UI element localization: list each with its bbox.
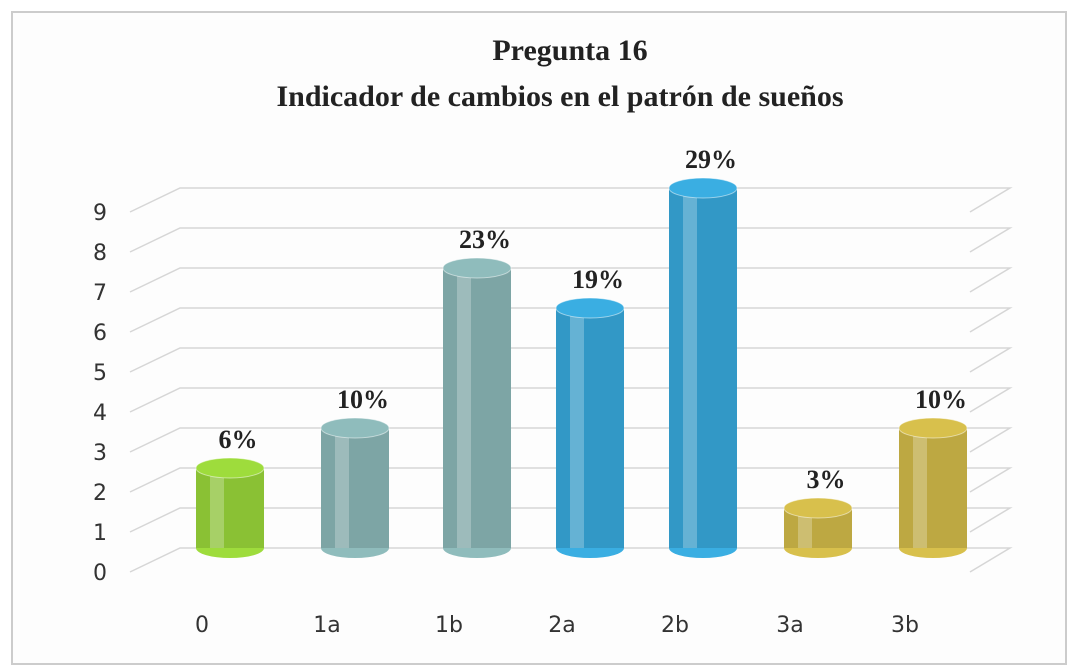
y-tick-label: 6 [93,321,107,346]
y-tick-label: 7 [93,281,107,306]
bar-shade [556,308,624,548]
bar-shade [899,428,967,548]
x-tick-label: 3a [776,613,803,638]
bar-top [783,497,853,519]
chart-frame [11,11,1067,665]
bar-top [555,297,625,319]
y-tick-label: 2 [93,481,107,506]
y-tick-label: 9 [93,201,107,226]
x-tick-label: 3b [891,613,919,638]
bar [321,428,389,548]
bar [669,188,737,548]
bar-top [320,417,390,439]
bar [899,428,967,548]
data-label: 10% [915,385,967,414]
bar-highlight [457,268,471,548]
chart-title: Pregunta 16 [492,34,647,67]
bar-highlight [335,428,349,548]
y-tick-label: 1 [93,521,107,546]
grid-line [129,267,1013,293]
data-label: 19% [572,265,624,294]
y-tick-label: 0 [93,561,107,586]
bar-shade [321,428,389,548]
bar [443,268,511,548]
bar-top [668,177,738,199]
data-label: 3% [807,465,846,494]
bar-highlight [210,468,224,548]
x-tick-label: 0 [195,613,209,638]
data-label: 29% [685,145,737,174]
bar-top [195,457,265,479]
y-tick-label: 3 [93,441,107,466]
bar-shade [443,268,511,548]
bar-highlight [683,188,697,548]
bar [556,308,624,548]
bar-shade [669,188,737,548]
x-tick-label: 2a [548,613,575,638]
x-tick-label: 2b [661,613,689,638]
bar-top [442,257,512,279]
bar-top [898,417,968,439]
grid-line [129,227,1013,253]
x-tick-label: 1b [435,613,463,638]
data-label: 23% [459,225,511,254]
y-tick-label: 5 [93,361,107,386]
x-tick-label: 1a [313,613,340,638]
data-label: 6% [219,425,258,454]
grid-line [129,187,1013,213]
data-label: 10% [337,385,389,414]
y-tick-label: 8 [93,241,107,266]
chart-subtitle: Indicador de cambios en el patrón de sue… [276,80,843,113]
bar-highlight [570,308,584,548]
y-tick-label: 4 [93,401,107,426]
bar-highlight [913,428,927,548]
bar [196,468,264,548]
bar-shade [196,468,264,548]
